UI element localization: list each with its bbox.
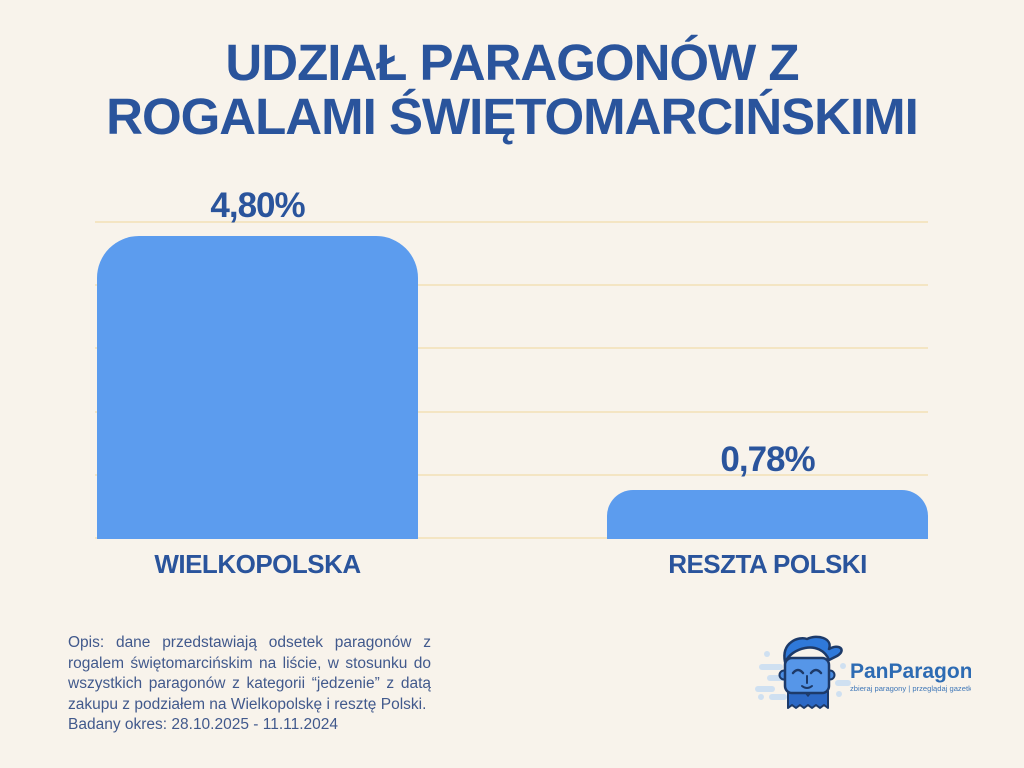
bar-wielkopolska xyxy=(97,236,418,539)
gridline xyxy=(95,473,928,476)
description-period: Badany okres: 28.10.2025 - 11.11.2024 xyxy=(68,716,339,733)
gridline xyxy=(95,221,928,223)
panparagon-logo-graphic: PanParagon zbieraj paragony | przeglądaj… xyxy=(755,635,971,709)
bar-reszta-polski xyxy=(607,490,928,539)
description-block: Opis: dane przedstawiają odsetek paragon… xyxy=(68,633,431,736)
bar-column-reszta-polski: 0,78% xyxy=(607,221,928,539)
gridline xyxy=(95,410,928,413)
gridline xyxy=(95,537,928,539)
chart-title-line-1: UDZIAŁ PARAGONÓW Z xyxy=(225,34,799,91)
chart-title-line-2: ROGALAMI ŚWIĘTOMARCIŃSKIMI xyxy=(106,88,919,145)
gridline xyxy=(95,284,928,287)
logo-wordmark: PanParagon xyxy=(850,660,971,683)
value-label-reszta-polski: 0,78% xyxy=(720,440,815,479)
category-labels: WIELKOPOLSKA RESZTA POLSKI xyxy=(95,549,928,583)
value-label-wielkopolska: 4,80% xyxy=(210,186,305,225)
gridline xyxy=(95,347,928,350)
plot-area: 4,80% 0,78% xyxy=(95,186,928,539)
logo-tagline: zbieraj paragony | przeglądaj gazetki xyxy=(850,684,971,693)
category-label-reszta-polski: RESZTA POLSKI xyxy=(668,549,867,579)
description-text: Opis: dane przedstawiają odsetek paragon… xyxy=(68,634,431,713)
bar-column-wielkopolska: 4,80% xyxy=(97,186,418,539)
chart-title: UDZIAŁ PARAGONÓW Z ROGALAMI ŚWIĘTOMARCIŃ… xyxy=(0,36,1024,144)
mascot-icon xyxy=(778,635,843,709)
category-label-wielkopolska: WIELKOPOLSKA xyxy=(154,549,361,579)
panparagon-logo: PanParagon zbieraj paragony | przeglądaj… xyxy=(753,628,971,716)
